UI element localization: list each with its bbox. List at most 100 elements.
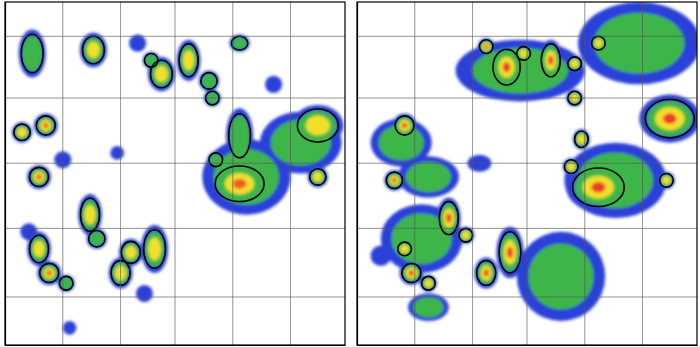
object-outline [395, 116, 414, 135]
intensity-cell [484, 45, 488, 49]
intensity-cell [573, 129, 590, 150]
intensity-cell [371, 246, 391, 267]
intensity-cell [528, 243, 593, 309]
grid-line [290, 2, 291, 345]
intensity-cell [384, 170, 404, 191]
field [12, 29, 344, 334]
panel [5, 2, 346, 346]
intensity-cell [89, 231, 104, 246]
intensity-cell [110, 146, 124, 160]
intensity-cell [401, 245, 409, 253]
intensity-cell [141, 225, 168, 273]
intensity-cell [494, 51, 519, 84]
intensity-cell [655, 107, 684, 130]
intensity-cell [145, 231, 165, 267]
intensity-cell [480, 266, 491, 281]
intensity-cell [37, 261, 61, 285]
object-outline [310, 169, 326, 185]
intensity-cell [33, 171, 44, 183]
object-outline [645, 99, 694, 137]
object-outline [201, 73, 217, 89]
intensity-cell [658, 172, 675, 189]
intensity-cell [568, 57, 581, 70]
intensity-cell [446, 214, 451, 223]
object-outline [121, 241, 140, 263]
object-outline [386, 172, 402, 188]
grid-line [357, 98, 697, 99]
intensity-cell [500, 233, 520, 271]
intensity-cell [136, 285, 153, 302]
intensity-cell [420, 275, 437, 292]
intensity-cell [27, 165, 51, 189]
object-outline [229, 114, 251, 158]
level-1 [12, 29, 344, 334]
intensity-cell [40, 120, 51, 132]
intensity-cell [457, 227, 474, 244]
object-outline [297, 109, 338, 142]
grid-line [642, 2, 643, 345]
intensity-cell [647, 101, 692, 137]
object-outline [573, 168, 625, 206]
intensity-cell [583, 176, 614, 199]
intensity-cell [574, 169, 622, 205]
grid-line [5, 228, 345, 229]
grid-line [5, 36, 345, 37]
intensity-cell [151, 61, 171, 86]
intensity-cell [663, 113, 676, 124]
intensity-cell [232, 37, 247, 50]
intensity-cell [396, 117, 414, 135]
object-outline [29, 235, 48, 262]
intensity-cell [12, 122, 32, 143]
intensity-cell [199, 71, 219, 92]
intensity-cell [180, 45, 198, 75]
intensity-cell [542, 45, 560, 75]
intensity-cell [14, 125, 29, 140]
intensity-cell [545, 50, 556, 70]
grid [5, 2, 345, 345]
object-outline [36, 116, 55, 135]
grid-line [472, 2, 473, 345]
level-4 [36, 123, 246, 276]
intensity-cell [30, 236, 48, 261]
panel [357, 2, 700, 346]
figure [0, 0, 700, 347]
intensity-cell [462, 231, 470, 239]
intensity-cell [566, 55, 583, 72]
grid-line [357, 163, 697, 164]
intensity-cell [484, 270, 489, 277]
intensity-cell [477, 262, 495, 285]
intensity-cell [456, 40, 585, 102]
plot-frame [5, 2, 345, 345]
intensity-cell [34, 113, 58, 137]
intensity-cell [575, 132, 588, 147]
intensity-cell [482, 42, 490, 50]
intensity-cell [639, 95, 697, 143]
intensity-cell [313, 172, 323, 182]
intensity-cell [33, 241, 44, 257]
intensity-cell [58, 275, 75, 292]
intensity-cell [503, 240, 516, 265]
object-outline [215, 166, 264, 202]
intensity-cell [129, 35, 146, 52]
grid-line [5, 98, 345, 99]
object-outline [59, 276, 73, 290]
grid-line [120, 2, 121, 345]
plot-area [357, 2, 697, 345]
intensity-cell [310, 169, 325, 184]
grid-line [584, 2, 585, 345]
level-2 [379, 13, 693, 318]
object-outline [209, 153, 223, 167]
object-outline [439, 202, 458, 235]
intensity-cell [402, 123, 407, 128]
intensity-cell [594, 13, 685, 74]
intensity-cell [403, 264, 421, 282]
intensity-cell [578, 2, 697, 84]
intensity-cell [503, 62, 510, 72]
grid-line [5, 163, 345, 164]
object-outline [89, 230, 105, 246]
intensity-cell [81, 199, 99, 229]
intensity-cell [498, 56, 514, 77]
intensity-cell [43, 123, 48, 128]
object-outline [575, 131, 589, 147]
object-outline [398, 242, 412, 256]
